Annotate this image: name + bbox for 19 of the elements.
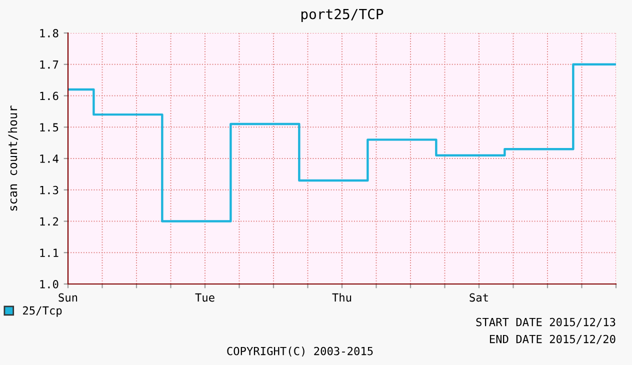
x-tick-label: Thu — [332, 293, 352, 302]
y-tick-label: 1.8 — [40, 29, 58, 38]
y-tick-label: 1.0 — [40, 280, 58, 288]
legend-label: 25/Tcp — [23, 306, 62, 317]
y-tick-label: 1.1 — [40, 248, 58, 257]
chart-title: port25/TCP — [301, 8, 384, 22]
text: END DATE 2015/12/20 — [490, 334, 616, 344]
y-axis-title: scan count/hour — [8, 106, 18, 211]
y-tick-label: 1.3 — [40, 186, 58, 194]
x-tick-label: Sun — [58, 293, 78, 302]
y-tick-label: 1.5 — [40, 123, 58, 132]
text: START DATE 2015/12/13 — [476, 318, 616, 328]
y-tick-label: 1.4 — [40, 154, 58, 163]
x-tick-label: Tue — [195, 293, 214, 302]
y-tick-label: 1.7 — [40, 60, 58, 69]
x-tick-label: Sat — [470, 293, 488, 302]
y-tick-label: 1.2 — [40, 217, 58, 226]
text: COPYRIGHT(C) 2003-2015 — [227, 346, 373, 357]
y-tick-label: 1.6 — [40, 92, 58, 100]
